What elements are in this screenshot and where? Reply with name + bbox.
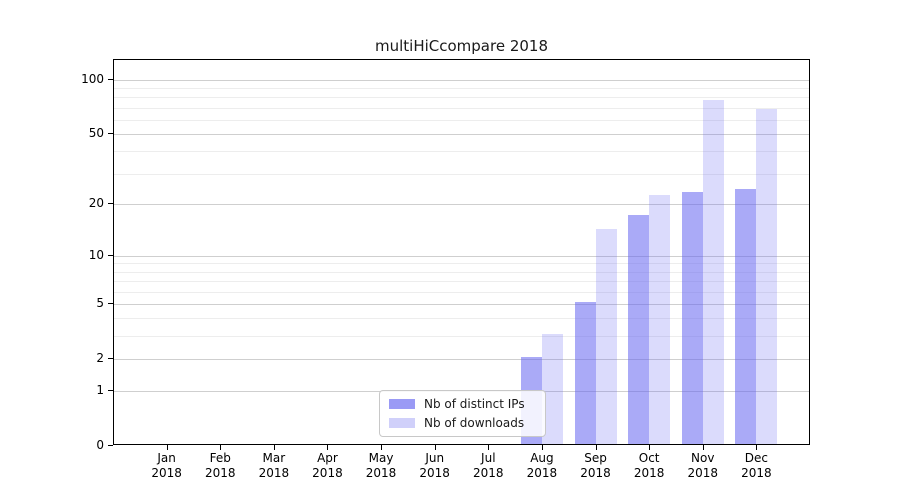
x-tick-label-sep: Sep 2018 bbox=[580, 451, 611, 480]
grid-minor-line-70 bbox=[114, 107, 809, 109]
y-tick-label-0: 0 bbox=[96, 438, 104, 452]
x-tick-mark-feb bbox=[220, 445, 221, 450]
grid-minor-line-40 bbox=[114, 151, 809, 153]
x-tick-mark-jan bbox=[167, 445, 168, 450]
plot-area bbox=[113, 59, 810, 445]
grid-minor-line-8 bbox=[114, 271, 809, 273]
x-tick-label-apr: Apr 2018 bbox=[312, 451, 343, 480]
bar-downloads-dec bbox=[756, 109, 778, 444]
x-tick-mark-aug bbox=[542, 445, 543, 450]
x-tick-mark-oct bbox=[649, 445, 650, 450]
x-tick-label-oct: Oct 2018 bbox=[633, 451, 665, 480]
y-tick-mark-5 bbox=[108, 303, 113, 304]
y-tick-mark-10 bbox=[108, 255, 113, 256]
grid-minor-line-9 bbox=[114, 263, 809, 265]
x-tick-mark-sep bbox=[596, 445, 597, 450]
x-tick-label-jul: Jul 2018 bbox=[473, 451, 504, 480]
bar-downloads-nov bbox=[702, 100, 724, 444]
legend-label-downloads: Nb of downloads bbox=[424, 415, 525, 430]
y-tick-label-10: 10 bbox=[88, 247, 104, 262]
x-tick-label-dec: Dec 2018 bbox=[741, 451, 772, 480]
grid-minor-line-60 bbox=[114, 119, 809, 121]
grid-major-line-50 bbox=[114, 134, 809, 135]
y-tick-label-5: 5 bbox=[96, 295, 104, 310]
x-tick-label-mar: Mar 2018 bbox=[258, 451, 290, 480]
y-tick-mark-2 bbox=[108, 358, 113, 359]
y-tick-label-100: 100 bbox=[81, 71, 104, 86]
grid-minor-line-30 bbox=[114, 173, 809, 175]
grid-minor-line-80 bbox=[114, 97, 809, 99]
legend-swatch-downloads bbox=[389, 417, 415, 428]
bar-ips-sep bbox=[574, 301, 596, 444]
x-tick-label-jan: Jan 2018 bbox=[151, 451, 182, 480]
legend-item-distinct-ips: Nb of distinct IPs bbox=[389, 395, 536, 414]
grid-minor-line-6 bbox=[114, 291, 809, 293]
x-tick-mark-may bbox=[381, 445, 382, 450]
x-tick-mark-dec bbox=[756, 445, 757, 450]
grid-major-line-5 bbox=[114, 303, 809, 305]
x-tick-label-aug: Aug 2018 bbox=[526, 451, 558, 480]
y-tick-mark-50 bbox=[108, 133, 113, 134]
x-tick-mark-mar bbox=[274, 445, 275, 450]
bar-ips-nov bbox=[681, 191, 703, 444]
chart-title: multiHiCcompare 2018 bbox=[374, 37, 548, 55]
legend: Nb of distinct IPs Nb of downloads bbox=[379, 390, 546, 437]
y-tick-mark-1 bbox=[108, 390, 113, 391]
y-tick-mark-20 bbox=[108, 203, 113, 204]
bar-downloads-aug bbox=[541, 334, 563, 444]
y-tick-label-1: 1 bbox=[96, 382, 104, 397]
bar-ips-oct bbox=[628, 214, 650, 444]
x-tick-mark-apr bbox=[327, 445, 328, 450]
grid-major-line-100 bbox=[114, 79, 809, 81]
grid-major-line-20 bbox=[114, 204, 809, 206]
x-tick-label-jun: Jun 2018 bbox=[419, 451, 450, 480]
x-tick-label-nov: Nov 2018 bbox=[687, 451, 719, 480]
x-tick-label-may: May 2018 bbox=[365, 451, 397, 480]
grid-minor-line-4 bbox=[114, 318, 809, 320]
grid-minor-line-3 bbox=[114, 335, 809, 337]
grid-major-line-10 bbox=[114, 255, 809, 257]
legend-swatch-distinct-ips bbox=[389, 399, 415, 410]
x-tick-mark-nov bbox=[703, 445, 704, 450]
x-tick-mark-jul bbox=[488, 445, 489, 450]
bar-downloads-sep bbox=[595, 229, 617, 444]
y-tick-mark-0 bbox=[108, 445, 113, 446]
grid-major-line-2 bbox=[114, 358, 809, 360]
grid-minor-line-7 bbox=[114, 280, 809, 282]
bar-downloads-oct bbox=[649, 195, 671, 444]
y-tick-label-20: 20 bbox=[88, 196, 104, 211]
legend-item-downloads: Nb of downloads bbox=[389, 414, 536, 433]
x-tick-label-feb: Feb 2018 bbox=[204, 451, 236, 480]
x-tick-mark-jun bbox=[435, 445, 436, 450]
grid-minor-line-90 bbox=[114, 88, 809, 90]
y-tick-label-50: 50 bbox=[88, 126, 104, 140]
y-tick-label-2: 2 bbox=[96, 350, 104, 365]
legend-label-distinct-ips: Nb of distinct IPs bbox=[424, 397, 525, 412]
y-tick-mark-100 bbox=[108, 79, 113, 80]
bar-ips-dec bbox=[735, 188, 757, 444]
